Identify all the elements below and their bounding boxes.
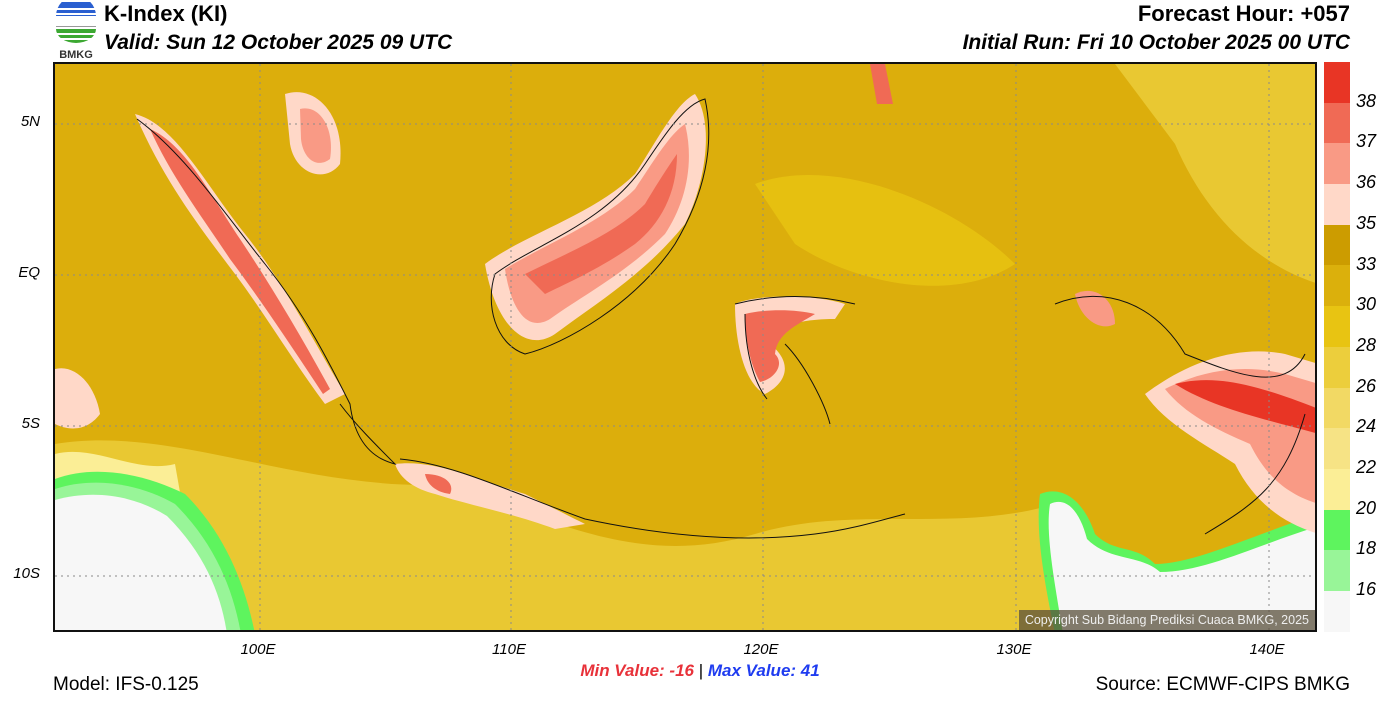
colorbar-label: 28: [1356, 334, 1377, 355]
colorbar-label: 16: [1356, 579, 1377, 600]
colorbar-label: 22: [1356, 457, 1377, 477]
bmkg-logo: BMKG: [52, 0, 100, 61]
colorbar-label: 26: [1356, 375, 1377, 396]
colorbar: [1324, 62, 1350, 632]
colorbar-bin: [1324, 143, 1350, 185]
colorbar-label: 38: [1356, 90, 1377, 111]
colorbar-bin: [1324, 265, 1350, 307]
source-label: Source: ECMWF-CIPS BMKG: [1095, 674, 1350, 695]
colorbar-label: 30: [1356, 294, 1377, 315]
k-index-map: [53, 62, 1317, 632]
lat-label-10s: 10S: [13, 565, 40, 582]
lon-label-140e: 140E: [1249, 641, 1285, 658]
colorbar-bin: [1324, 346, 1350, 388]
lon-label-110e: 110E: [492, 641, 526, 658]
colorbar-label: 24: [1356, 416, 1377, 437]
min-value: Min Value: -16: [580, 661, 694, 680]
colorbar-label: 18: [1356, 538, 1377, 559]
colorbar-label: 36: [1356, 172, 1377, 193]
initial-run: Initial Run: Fri 10 October 2025 00 UTC: [962, 31, 1350, 54]
forecast-hour: Forecast Hour: +057: [1137, 1, 1350, 26]
lon-label-120e: 120E: [743, 641, 779, 658]
colorbar-bin: [1324, 468, 1350, 510]
colorbar-bin: [1324, 62, 1350, 103]
colorbar-bin: [1324, 509, 1350, 551]
colorbar-bin: [1324, 428, 1350, 469]
chart-title: K-Index (KI): [104, 1, 228, 26]
colorbar-label: 37: [1356, 131, 1377, 152]
lon-label-130e: 130E: [996, 641, 1032, 658]
colorbar-bin: [1324, 224, 1350, 266]
colorbar-label: 33: [1356, 253, 1377, 274]
min-max-values: Min Value: -16 | Max Value: 41: [0, 661, 1400, 681]
copyright-notice: Copyright Sub Bidang Prediksi Cuaca BMKG…: [1018, 610, 1315, 630]
colorbar-bin: [1324, 184, 1350, 225]
lon-label-100e: 100E: [240, 641, 276, 658]
svg-text:BMKG: BMKG: [59, 49, 93, 60]
colorbar-label: 20: [1356, 497, 1377, 518]
colorbar-bin: [1324, 550, 1350, 591]
colorbar-bin: [1324, 306, 1350, 347]
valid-time: Valid: Sun 12 October 2025 09 UTC: [104, 31, 453, 54]
max-value: Max Value: 41: [707, 661, 820, 680]
colorbar-label: 35: [1356, 212, 1377, 233]
colorbar-bin: [1324, 387, 1350, 429]
separator: |: [698, 661, 704, 680]
model-label: Model: IFS-0.125: [53, 674, 199, 695]
colorbar-bin: [1324, 590, 1350, 632]
lat-label-eq: EQ: [18, 264, 40, 281]
colorbar-bin: [1324, 102, 1350, 144]
lat-label-5n: 5N: [20, 113, 40, 130]
lat-label-5s: 5S: [21, 415, 40, 432]
